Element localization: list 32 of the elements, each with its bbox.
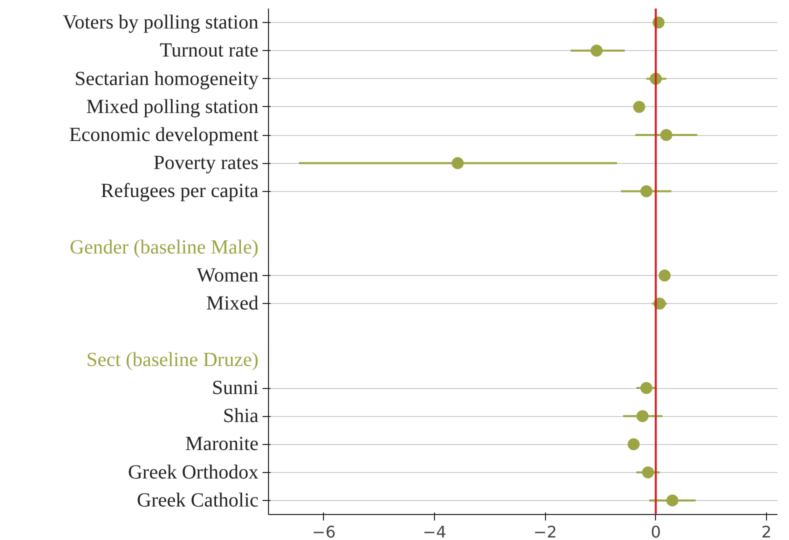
y-tick-label: Shia — [222, 405, 259, 428]
y-tick-label: Sectarian homogeneity — [74, 68, 258, 90]
point — [636, 410, 649, 422]
point — [590, 44, 603, 57]
point — [628, 438, 640, 450]
x-tick-label: 0 — [650, 522, 661, 540]
x-tick-label: 2 — [761, 522, 772, 540]
y-tick-label: Sunni — [212, 377, 259, 399]
y-tick-label: Voters by polling station — [62, 12, 259, 34]
y-tick-label: Greek Orthodox — [128, 461, 259, 484]
y-tick-label: Gender (baseline Male) — [70, 236, 259, 258]
point — [452, 157, 464, 170]
y-tick-label: Economic development — [69, 124, 259, 146]
point — [640, 185, 652, 198]
point — [658, 270, 671, 282]
y-tick-label: Greek Catholic — [136, 489, 259, 512]
y-tick-label: Refugees per capita — [100, 180, 259, 202]
x-tick-label: −2 — [533, 522, 557, 540]
y-tick-label: Mixed — [206, 292, 258, 315]
y-tick-label: Poverty rates — [154, 152, 259, 174]
y-tick-label: Sect (baseline Druze) — [86, 348, 258, 371]
x-tick-label: −4 — [422, 522, 446, 540]
y-tick-label: Women — [196, 264, 259, 287]
point — [666, 494, 678, 506]
y-tick-label: Maronite — [185, 433, 259, 456]
point — [640, 382, 652, 394]
x-tick-label: −6 — [312, 522, 336, 540]
point — [633, 100, 646, 113]
y-tick-label: Mixed polling station — [86, 96, 258, 118]
point — [660, 129, 672, 141]
point — [642, 466, 654, 478]
y-tick-label: Turnout rate — [160, 40, 259, 62]
